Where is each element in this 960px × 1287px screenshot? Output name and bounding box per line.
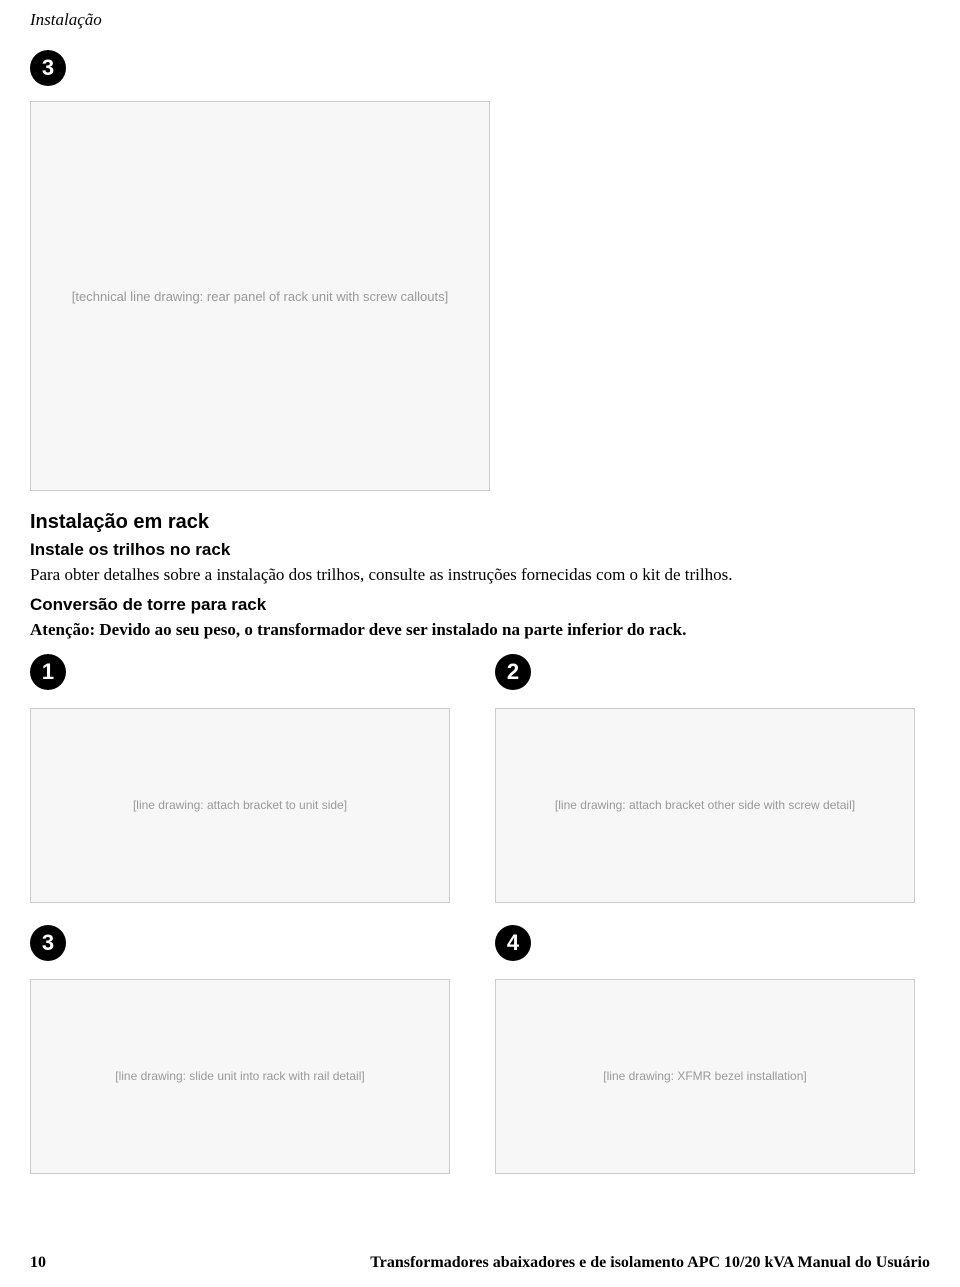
step-badge: 4 — [495, 925, 531, 961]
step-badge: 3 — [30, 50, 66, 86]
subsection-body-2: Atenção: Devido ao seu peso, o transform… — [30, 619, 930, 642]
page-header: Instalação — [30, 10, 930, 30]
document-title: Transformadores abaixadores e de isolame… — [370, 1254, 930, 1272]
section-title: Instalação em rack — [30, 511, 930, 534]
steps-row-1: 1 [line drawing: attach bracket to unit … — [30, 654, 930, 903]
footer: 10 Transformadores abaixadores e de isol… — [30, 1254, 930, 1272]
subsection-title-2: Conversão de torre para rack — [30, 595, 930, 615]
steps-row-2: 3 [line drawing: slide unit into rack wi… — [30, 925, 930, 1174]
figure-step-4: [line drawing: XFMR bezel installation] — [495, 979, 915, 1174]
step-cell: 3 [line drawing: slide unit into rack wi… — [30, 925, 465, 1174]
step-cell: 2 [line drawing: attach bracket other si… — [495, 654, 930, 903]
page-number: 10 — [30, 1254, 46, 1272]
step-cell: 4 [line drawing: XFMR bezel installation… — [495, 925, 930, 1174]
step-badge: 3 — [30, 925, 66, 961]
top-step: 3 [technical line drawing: rear panel of… — [30, 50, 930, 491]
subsection-body-1: Para obter detalhes sobre a instalação d… — [30, 564, 930, 587]
figure-step-1: [line drawing: attach bracket to unit si… — [30, 708, 450, 903]
figure-container: [technical line drawing: rear panel of r… — [30, 101, 930, 491]
step-cell: 1 [line drawing: attach bracket to unit … — [30, 654, 465, 903]
figure-step-2: [line drawing: attach bracket other side… — [495, 708, 915, 903]
figure-top: [technical line drawing: rear panel of r… — [30, 101, 490, 491]
step-badge: 2 — [495, 654, 531, 690]
subsection-title-1: Instale os trilhos no rack — [30, 540, 930, 560]
step-badge: 1 — [30, 654, 66, 690]
figure-step-3: [line drawing: slide unit into rack with… — [30, 979, 450, 1174]
